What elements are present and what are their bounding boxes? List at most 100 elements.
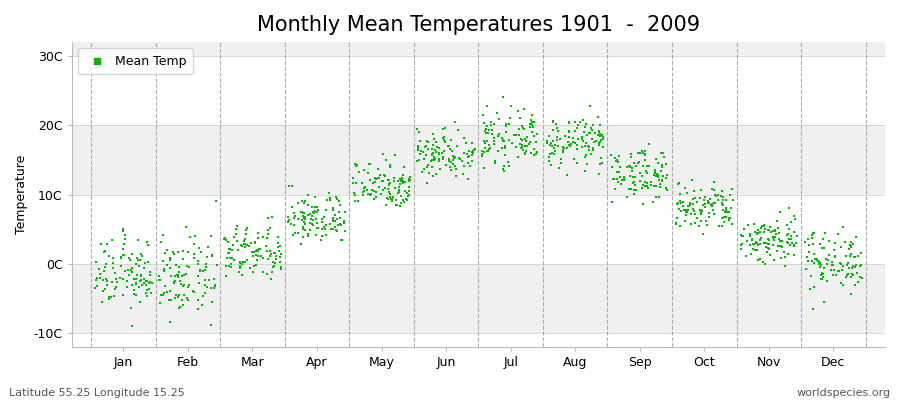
- Point: [817, 245, 832, 251]
- Point: [395, 175, 410, 182]
- Point: [274, 264, 288, 270]
- Point: [554, 160, 568, 166]
- Point: [443, 146, 457, 152]
- Point: [656, 150, 670, 157]
- Point: [204, 322, 219, 328]
- Point: [787, 241, 801, 248]
- Point: [382, 188, 396, 195]
- Point: [595, 132, 609, 138]
- Point: [158, 250, 172, 256]
- Point: [373, 171, 387, 178]
- Point: [152, 273, 166, 280]
- Point: [126, 286, 140, 293]
- Point: [526, 118, 540, 125]
- Point: [626, 174, 640, 180]
- Point: [757, 223, 771, 230]
- Point: [639, 162, 653, 169]
- Point: [220, 254, 234, 261]
- Point: [578, 123, 592, 130]
- Point: [498, 145, 512, 152]
- Point: [322, 195, 337, 202]
- Point: [832, 260, 847, 266]
- Point: [788, 243, 802, 249]
- Point: [286, 215, 301, 222]
- Point: [749, 240, 763, 247]
- Point: [382, 177, 396, 183]
- Point: [446, 161, 460, 167]
- Point: [326, 218, 340, 224]
- Point: [461, 176, 475, 182]
- Point: [226, 242, 240, 248]
- Point: [125, 269, 140, 276]
- Point: [549, 125, 563, 131]
- Point: [587, 139, 601, 146]
- Point: [410, 143, 425, 149]
- Point: [121, 267, 135, 274]
- Point: [116, 246, 130, 252]
- Point: [231, 247, 246, 253]
- Point: [759, 244, 773, 250]
- Point: [804, 272, 818, 279]
- Point: [707, 186, 722, 193]
- Point: [659, 184, 673, 191]
- Point: [744, 236, 759, 242]
- Point: [633, 149, 647, 156]
- Point: [842, 242, 857, 248]
- Point: [221, 263, 236, 270]
- Point: [436, 137, 451, 143]
- Point: [388, 185, 402, 192]
- Point: [238, 244, 252, 251]
- Point: [735, 232, 750, 239]
- Point: [382, 180, 397, 186]
- Point: [230, 226, 244, 232]
- Point: [771, 230, 786, 236]
- Point: [608, 158, 623, 164]
- Point: [332, 209, 347, 216]
- Point: [285, 204, 300, 210]
- Point: [511, 108, 526, 114]
- Point: [318, 226, 332, 233]
- Point: [501, 163, 516, 169]
- Point: [298, 216, 312, 222]
- Point: [657, 153, 671, 160]
- Point: [814, 270, 829, 276]
- Point: [525, 112, 539, 118]
- Point: [777, 248, 791, 255]
- Point: [610, 178, 625, 185]
- Point: [841, 260, 855, 266]
- Point: [495, 144, 509, 151]
- Point: [122, 272, 136, 278]
- Point: [782, 205, 796, 211]
- Point: [586, 147, 600, 153]
- Point: [368, 188, 382, 195]
- Point: [747, 221, 761, 228]
- Point: [145, 280, 159, 286]
- Point: [619, 164, 634, 170]
- Point: [256, 254, 270, 261]
- Point: [671, 180, 686, 187]
- Point: [347, 198, 362, 204]
- Point: [134, 272, 148, 278]
- Point: [305, 213, 320, 220]
- Point: [575, 144, 590, 150]
- Point: [554, 156, 568, 162]
- Point: [756, 259, 770, 265]
- Point: [90, 275, 104, 281]
- Point: [187, 255, 202, 261]
- Point: [192, 297, 206, 303]
- Point: [763, 224, 778, 230]
- Point: [719, 214, 733, 220]
- Point: [444, 167, 458, 174]
- Point: [575, 134, 590, 140]
- Point: [743, 231, 758, 237]
- Point: [265, 251, 279, 257]
- Point: [338, 209, 352, 216]
- Point: [654, 168, 669, 174]
- Point: [234, 241, 248, 248]
- Point: [696, 202, 710, 208]
- Point: [543, 150, 557, 157]
- Point: [400, 197, 415, 203]
- Point: [626, 191, 641, 197]
- Point: [250, 252, 265, 259]
- Point: [705, 186, 719, 192]
